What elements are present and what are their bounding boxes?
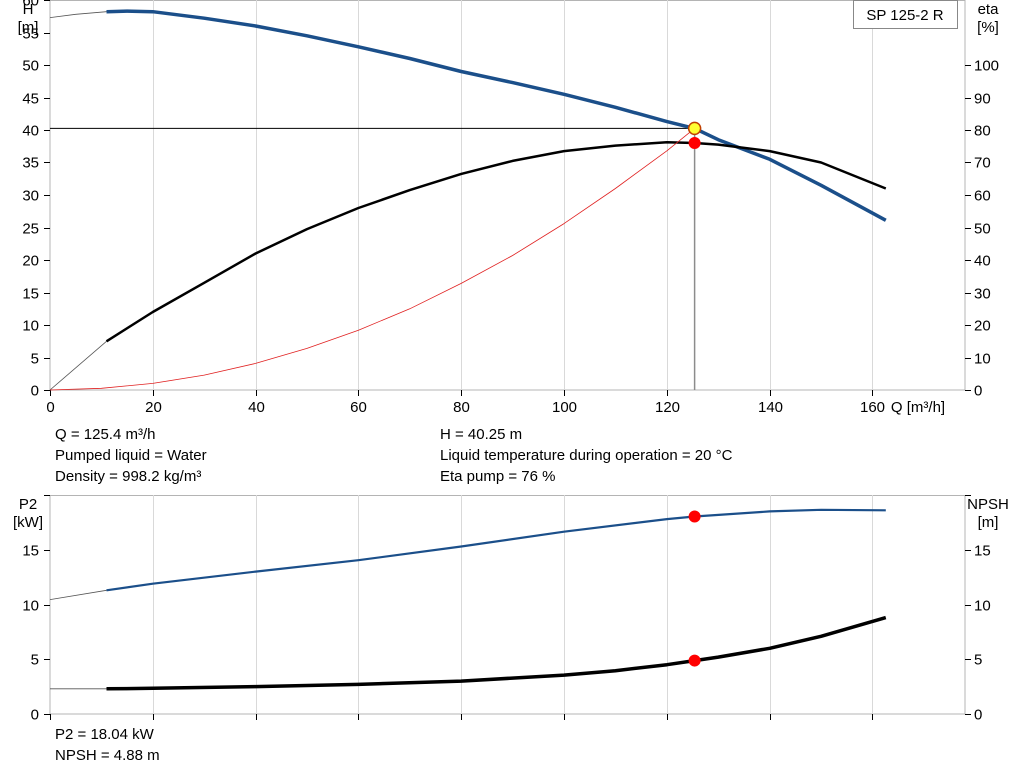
y-axis-label: H <box>23 1 34 18</box>
x-axis-label: Q [m³/h] <box>891 399 945 416</box>
duty-point-head-marker <box>687 121 702 136</box>
y-tick-label: 0 <box>31 383 39 400</box>
y-tick-label: 35 <box>22 155 39 172</box>
x-tick-label: 100 <box>552 399 577 416</box>
y-tick-label: 50 <box>22 58 39 75</box>
series-line-left-axis <box>106 508 886 592</box>
info-block-lower: P2 = 18.04 kW NPSH = 4.88 m <box>55 724 160 766</box>
series-extension-line <box>49 340 107 391</box>
lower-chart-power-npsh: 0 5 10 15 0 5 10 15 P2[kW] NPSH[m] <box>13 495 1009 724</box>
plot-frame <box>49 495 966 715</box>
series-line-right-axis <box>105 141 887 343</box>
x-tick-label: 140 <box>758 399 783 416</box>
y2-tick-label: 40 <box>974 253 991 270</box>
liquid-temperature-readout: Liquid temperature during operation = 20… <box>440 447 733 464</box>
y2-tick-label: 0 <box>974 707 982 724</box>
upper-chart-head-eta: 0 20 40 60 80 100 120 140 1600510152025303540455… <box>18 0 1000 416</box>
info-block-left: Q = 125.4 m³/h Pumped liquid = Water Den… <box>55 424 207 487</box>
y-tick-label: 45 <box>22 91 39 108</box>
y2-tick-label: 15 <box>974 543 991 560</box>
y-tick-label: 20 <box>22 253 39 270</box>
y-tick-label: 15 <box>22 286 39 303</box>
duty-point-eta-marker <box>688 137 701 149</box>
flow-readout: Q = 125.4 m³/h <box>55 426 156 443</box>
y2-axis-label: [m] <box>978 514 999 531</box>
y2-tick-label: 80 <box>974 123 991 140</box>
y2-tick-label: 90 <box>974 91 991 108</box>
y2-tick-label: 0 <box>974 383 982 400</box>
y2-tick-label: 10 <box>974 598 991 615</box>
y-tick-label: 5 <box>31 351 39 368</box>
plot-frame <box>49 0 966 391</box>
y-tick-label: 30 <box>22 188 39 205</box>
y-axis-label: [kW] <box>13 514 43 531</box>
y2-tick-label: 60 <box>974 188 991 205</box>
x-tick-label: 160 <box>860 399 885 416</box>
y2-tick-label: 20 <box>974 318 991 335</box>
info-block-right: H = 40.25 m Liquid temperature during op… <box>440 424 732 487</box>
x-tick-label: 40 <box>248 399 265 416</box>
density-readout: Density = 998.2 kg/m³ <box>55 468 202 485</box>
eta-pump-readout: Eta pump = 76 % <box>440 468 556 485</box>
series-line-left-axis <box>106 9 887 222</box>
duty-point-npsh-marker <box>688 654 701 667</box>
series-extension-line <box>49 589 107 600</box>
x-tick-label: 20 <box>145 399 162 416</box>
x-tick-label: 80 <box>453 399 470 416</box>
x-tick-label: 60 <box>350 399 367 416</box>
y-tick-label: 55 <box>22 26 39 43</box>
y-tick-label: 5 <box>31 652 39 669</box>
y2-tick-label: 70 <box>974 155 991 172</box>
y-axis-label: [m] <box>18 19 39 36</box>
head-readout: H = 40.25 m <box>440 426 523 443</box>
npsh-readout: NPSH = 4.88 m <box>55 747 160 764</box>
y-tick-label: 60 <box>22 0 39 10</box>
duty-point-power-marker <box>688 510 701 523</box>
pumped-liquid-readout: Pumped liquid = Water <box>55 447 207 464</box>
y2-axis-label: eta <box>978 1 1000 18</box>
y2-tick-label: 30 <box>974 286 991 303</box>
system-curve-line <box>49 128 695 391</box>
y2-axis-label: NPSH <box>967 496 1009 513</box>
y2-tick-label: 10 <box>974 351 991 368</box>
y-tick-label: 10 <box>22 318 39 335</box>
y2-tick-label: 100 <box>974 58 999 75</box>
x-tick-label: 120 <box>655 399 680 416</box>
y-tick-label: 10 <box>22 598 39 615</box>
y-axis-label: P2 <box>19 496 37 513</box>
y2-axis-label: [%] <box>977 19 999 36</box>
x-tick-label: 0 <box>46 399 54 416</box>
y-tick-label: 0 <box>31 707 39 724</box>
chart-title: SP 125-2 R <box>866 7 943 24</box>
series-line-right-axis <box>106 615 887 691</box>
y-tick-label: 15 <box>22 543 39 560</box>
power-readout: P2 = 18.04 kW <box>55 726 154 743</box>
y2-tick-label: 5 <box>974 652 982 669</box>
y2-tick-label: 50 <box>974 221 991 238</box>
y-tick-label: 25 <box>22 221 39 238</box>
title-box <box>853 0 958 29</box>
y-tick-label: 40 <box>22 123 39 140</box>
series-extension-line <box>49 11 107 18</box>
